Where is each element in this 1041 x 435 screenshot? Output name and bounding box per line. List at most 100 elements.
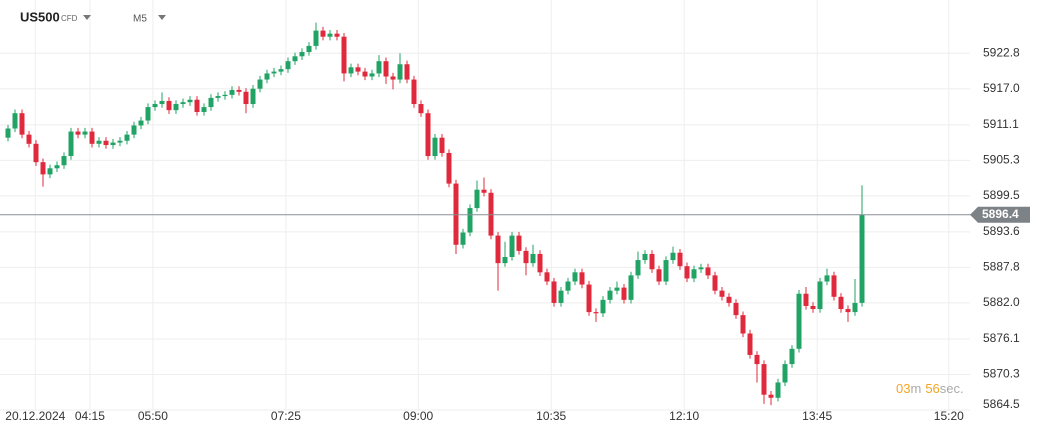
- candle-body: [656, 269, 662, 282]
- candle-body: [327, 33, 333, 37]
- instrument-type: CFD: [61, 14, 78, 23]
- candle-body: [495, 235, 501, 264]
- x-tick-label: 09:00: [403, 409, 433, 423]
- candle-body: [614, 287, 620, 291]
- candle-body: [817, 281, 823, 310]
- candle-body: [859, 214, 865, 303]
- current-price-label: 5896.4: [982, 207, 1019, 221]
- candle-body: [530, 253, 536, 264]
- y-tick-label: 5887.8: [983, 260, 1020, 274]
- candle-body: [845, 309, 851, 313]
- candle-body: [572, 272, 578, 282]
- candle-body: [131, 125, 137, 135]
- candle-body: [208, 97, 214, 108]
- candle-body: [831, 275, 837, 297]
- candle-body: [166, 100, 172, 111]
- candle-body: [474, 189, 480, 209]
- candle-body: [628, 275, 634, 300]
- candle-body: [789, 348, 795, 365]
- candle-body: [264, 73, 270, 80]
- candle-body: [670, 252, 676, 261]
- candle-body: [47, 168, 53, 175]
- candle-body: [124, 134, 130, 141]
- candle-body: [201, 107, 207, 112]
- candle-body: [362, 71, 368, 77]
- candle-body: [635, 260, 641, 276]
- x-tick-label: 05:50: [138, 409, 168, 423]
- candle-body: [89, 131, 95, 144]
- candle-body: [642, 253, 648, 261]
- candle-body: [82, 131, 88, 135]
- candle-timer: 03m 56sec.: [896, 381, 964, 396]
- candle-body: [285, 61, 291, 70]
- candle-body: [761, 364, 767, 395]
- y-tick-label: 5917.0: [983, 81, 1020, 95]
- candle-body: [467, 208, 473, 233]
- x-tick-label: 15:20: [934, 409, 964, 423]
- candle-body: [117, 140, 123, 143]
- candle-body: [334, 33, 340, 37]
- candle-body: [110, 142, 116, 146]
- timeframe[interactable]: M5: [133, 14, 147, 25]
- candle-body: [488, 192, 494, 236]
- candle-body: [376, 61, 382, 74]
- candle-body: [796, 293, 802, 349]
- candle-body: [677, 252, 683, 267]
- candle-body: [292, 56, 298, 62]
- candle-body: [369, 73, 375, 77]
- candle-body: [705, 267, 711, 276]
- timeframe-dropdown[interactable]: [158, 15, 166, 20]
- candle-body: [75, 131, 81, 135]
- x-tick-label: 07:25: [271, 409, 301, 423]
- candle-body: [425, 113, 431, 157]
- x-tick-label: 12:10: [669, 409, 699, 423]
- candle-body: [782, 364, 788, 383]
- candle-body: [138, 120, 144, 126]
- candle-body: [68, 131, 74, 157]
- candle-body: [551, 281, 557, 303]
- candle-body: [236, 89, 242, 92]
- symbol-dropdown[interactable]: [83, 15, 91, 20]
- candle-body: [544, 272, 550, 282]
- candle-body: [320, 30, 326, 37]
- candle-body: [229, 89, 235, 95]
- candle-body: [250, 88, 256, 105]
- x-tick-label: 10:35: [536, 409, 566, 423]
- x-tick-label: 04:15: [75, 409, 105, 423]
- candle-body: [446, 152, 452, 184]
- y-tick-label: 5893.6: [983, 224, 1020, 238]
- candle-body: [26, 134, 32, 144]
- candle-body: [313, 30, 319, 46]
- candle-body: [215, 96, 221, 98]
- candle-body: [509, 235, 515, 258]
- candle-body: [698, 267, 704, 270]
- candle-body: [33, 143, 39, 163]
- candle-body: [719, 290, 725, 297]
- candle-body: [803, 293, 809, 306]
- candle-body: [271, 71, 277, 74]
- candle-body: [733, 302, 739, 316]
- candle-body: [516, 235, 522, 251]
- candle-body: [432, 137, 438, 157]
- candle-body: [838, 296, 844, 310]
- candle-body: [40, 162, 46, 175]
- candle-body: [383, 61, 389, 77]
- candle-body: [173, 104, 179, 111]
- candle-body: [754, 354, 760, 365]
- candle-body: [775, 382, 781, 398]
- candle-body: [257, 79, 263, 89]
- y-tick-label: 5905.3: [983, 153, 1020, 167]
- candle-body: [145, 107, 151, 121]
- y-tick-label: 5870.3: [983, 367, 1020, 381]
- timer-minutes: 03: [896, 381, 910, 396]
- symbol[interactable]: US500: [20, 9, 60, 24]
- candle-body: [5, 128, 11, 138]
- candle-body: [453, 183, 459, 245]
- candle-body: [180, 102, 186, 105]
- candle-body: [404, 64, 410, 80]
- candle-body: [691, 269, 697, 279]
- y-tick-label: 5899.5: [983, 188, 1020, 202]
- candle-body: [649, 253, 655, 270]
- candle-body: [586, 284, 592, 313]
